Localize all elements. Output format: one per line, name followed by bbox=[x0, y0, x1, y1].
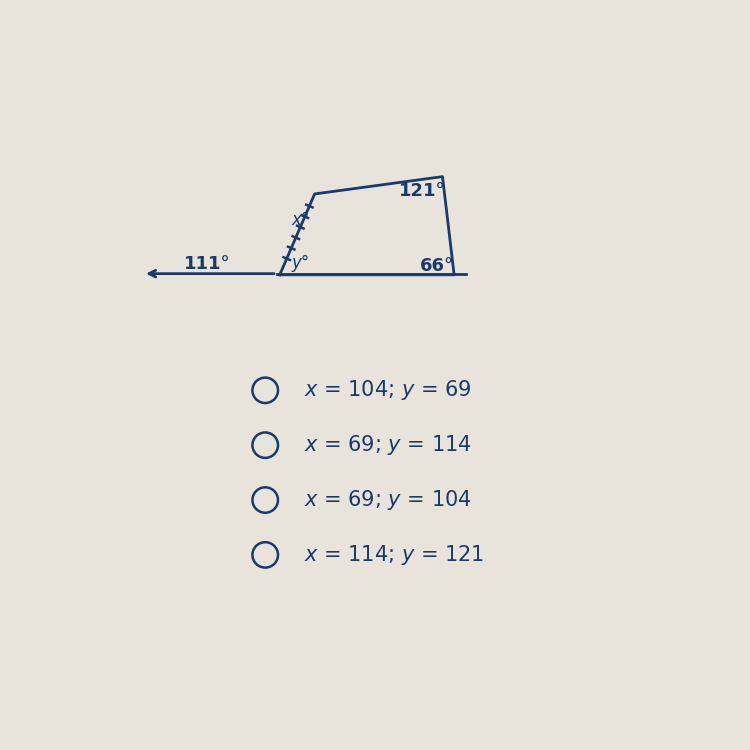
Text: y°: y° bbox=[291, 254, 309, 272]
Text: $\mathit{x}$ = 114; $\mathit{y}$ = 121: $\mathit{x}$ = 114; $\mathit{y}$ = 121 bbox=[304, 543, 484, 567]
Text: 111°: 111° bbox=[184, 256, 230, 274]
Text: x°: x° bbox=[291, 211, 309, 229]
Text: $\mathit{x}$ = 69; $\mathit{y}$ = 104: $\mathit{x}$ = 69; $\mathit{y}$ = 104 bbox=[304, 488, 472, 512]
Text: 66°: 66° bbox=[420, 257, 454, 275]
Text: 121°: 121° bbox=[399, 182, 445, 200]
Text: $\mathit{x}$ = 69; $\mathit{y}$ = 114: $\mathit{x}$ = 69; $\mathit{y}$ = 114 bbox=[304, 433, 472, 457]
Text: $\mathit{x}$ = 104; $\mathit{y}$ = 69: $\mathit{x}$ = 104; $\mathit{y}$ = 69 bbox=[304, 378, 472, 402]
